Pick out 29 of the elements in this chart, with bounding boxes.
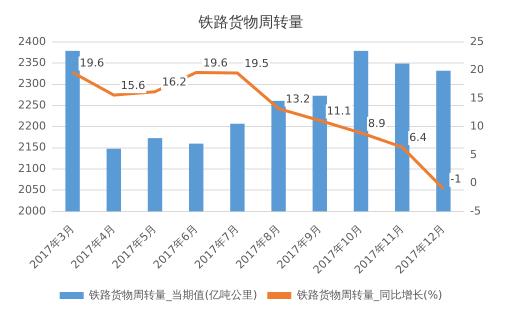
data-label: 19.6 [203,56,228,70]
data-label: 15.6 [120,78,146,92]
y-tick-label: 2400 [18,34,46,48]
chart-title: 铁路货物周转量 [198,12,304,31]
y2-tick-label: 20 [470,63,484,76]
data-label: 19.6 [80,56,104,70]
y2-tick-label: -5 [470,204,481,218]
data-label: 19.5 [244,56,269,70]
y2-tick-label: 25 [470,34,484,48]
data-label: 13.2 [286,92,310,106]
y-tick-label: 2350 [18,56,46,70]
legend-label: 铁路货物周转量_同比增长(%) [296,288,442,302]
y2-tick-label: 10 [470,120,484,133]
y-tick-label: 2250 [18,98,46,112]
y-tick-label: 2300 [18,77,46,90]
data-label: 11.1 [326,104,352,118]
data-label: 8.9 [368,116,386,130]
data-label: 6.4 [409,130,427,144]
data-label: 16.2 [162,76,186,89]
data-label: -1 [450,172,462,186]
y2-tick-label: 0 [470,176,478,190]
y2-tick-label: 5 [470,148,478,161]
y-tick-label: 2100 [18,162,46,175]
y-tick-label: 2150 [18,140,46,154]
y-tick-label: 2050 [18,183,46,196]
y-tick-label: 2200 [18,120,46,133]
legend-label: 铁路货物周转量_当期值(亿吨公里) [88,288,258,302]
y2-tick-label: 15 [470,91,484,104]
y-tick-label: 2000 [18,204,46,218]
